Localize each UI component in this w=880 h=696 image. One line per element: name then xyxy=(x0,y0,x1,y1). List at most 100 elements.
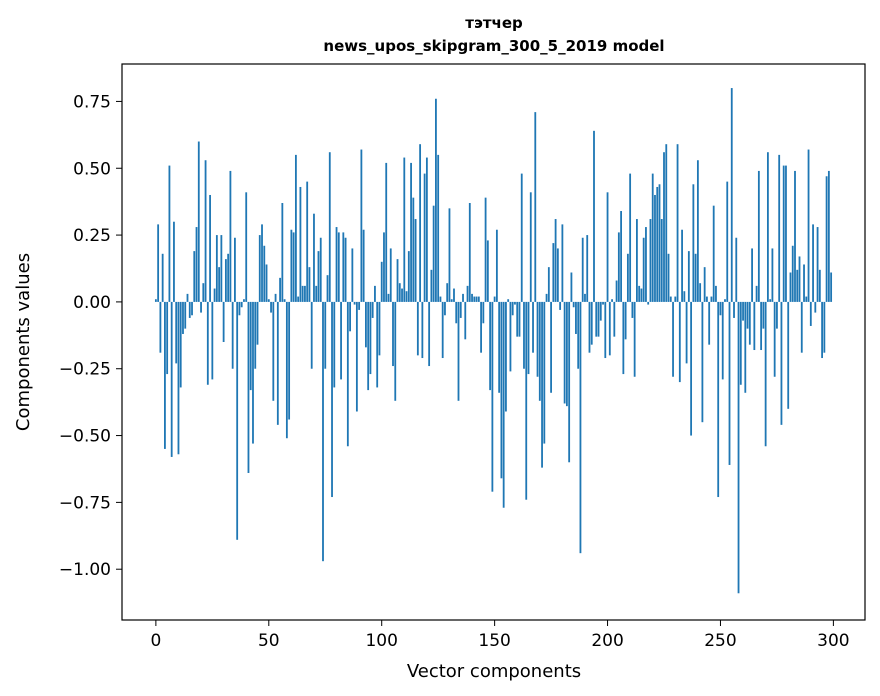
bar-49 xyxy=(265,264,268,302)
bar-28 xyxy=(218,267,221,302)
bar-201 xyxy=(608,301,611,356)
bar-26 xyxy=(213,288,216,302)
bar-241 xyxy=(699,283,702,302)
bar-126 xyxy=(439,296,442,302)
bar-114 xyxy=(412,197,415,302)
bar-64 xyxy=(299,186,302,302)
bar-172 xyxy=(543,301,546,444)
bar-17 xyxy=(193,251,196,302)
bar-278 xyxy=(782,165,785,302)
bar-62 xyxy=(294,154,297,302)
bar-39 xyxy=(243,299,245,302)
y-tick-label: −0.75 xyxy=(59,493,111,513)
bar-174 xyxy=(547,267,550,302)
bar-276 xyxy=(778,154,781,302)
bar-295 xyxy=(821,301,823,359)
bar-71 xyxy=(315,285,318,302)
bar-91 xyxy=(360,149,363,302)
bar-279 xyxy=(785,165,787,302)
bar-194 xyxy=(593,130,595,302)
bar-47 xyxy=(261,224,263,302)
y-tick-label: −0.25 xyxy=(59,360,111,380)
bar-217 xyxy=(645,227,647,302)
bar-248 xyxy=(715,285,717,302)
bar-5 xyxy=(166,301,169,375)
bar-185 xyxy=(572,301,575,308)
bar-204 xyxy=(615,280,618,302)
bar-141 xyxy=(473,296,476,302)
bar-45 xyxy=(256,301,259,345)
bar-135 xyxy=(459,301,462,318)
bar-34 xyxy=(231,301,234,369)
bar-168 xyxy=(534,112,537,302)
bar-243 xyxy=(703,267,706,302)
bar-6 xyxy=(168,165,171,302)
bar-145 xyxy=(482,301,485,324)
bar-266 xyxy=(755,285,758,302)
bar-35 xyxy=(234,237,236,302)
bar-150 xyxy=(493,296,496,302)
bar-42 xyxy=(249,301,252,391)
bar-173 xyxy=(545,293,548,302)
bar-138 xyxy=(466,285,469,302)
bar-125 xyxy=(437,154,440,302)
bar-294 xyxy=(818,269,821,302)
bar-100 xyxy=(380,261,383,302)
bar-74 xyxy=(322,301,324,562)
bar-84 xyxy=(344,237,347,302)
bar-119 xyxy=(423,173,426,302)
x-tick-label: 250 xyxy=(704,631,736,651)
bar-4 xyxy=(164,301,166,449)
bar-46 xyxy=(258,235,261,302)
bar-163 xyxy=(523,301,525,369)
bar-246 xyxy=(710,296,713,302)
bar-195 xyxy=(595,301,598,337)
bar-170 xyxy=(538,301,541,401)
bar-128 xyxy=(444,301,446,316)
bar-55 xyxy=(279,277,281,302)
bar-129 xyxy=(446,283,449,302)
bar-239 xyxy=(694,253,697,302)
bar-292 xyxy=(814,301,817,313)
bar-196 xyxy=(597,301,600,337)
bar-24 xyxy=(209,194,211,302)
bar-256 xyxy=(733,301,735,318)
bar-253 xyxy=(726,181,729,302)
bar-298 xyxy=(827,170,830,302)
bar-203 xyxy=(613,301,616,337)
bar-284 xyxy=(796,269,799,302)
bar-208 xyxy=(624,301,627,340)
bar-57 xyxy=(283,299,286,302)
bar-199 xyxy=(604,301,607,359)
bar-200 xyxy=(606,192,609,302)
bar-9 xyxy=(175,301,178,364)
bar-202 xyxy=(611,299,613,302)
bar-88 xyxy=(353,301,356,305)
bar-131 xyxy=(450,299,453,302)
bar-86 xyxy=(349,301,351,332)
bar-73 xyxy=(319,237,322,302)
bar-122 xyxy=(430,269,433,302)
bar-59 xyxy=(288,301,291,420)
bar-152 xyxy=(498,301,501,393)
bar-121 xyxy=(428,301,431,367)
bar-187 xyxy=(577,301,580,369)
bar-18 xyxy=(195,227,198,302)
bar-127 xyxy=(441,301,444,359)
bar-52 xyxy=(272,301,275,401)
bar-143 xyxy=(477,296,480,302)
y-tick-label: 0.25 xyxy=(73,226,111,246)
bar-198 xyxy=(602,301,604,305)
bar-277 xyxy=(780,301,783,425)
bar-282 xyxy=(791,245,794,302)
bar-31 xyxy=(224,259,227,302)
bar-14 xyxy=(186,293,189,302)
bar-44 xyxy=(254,301,257,369)
bars-group xyxy=(154,88,833,594)
bar-109 xyxy=(401,288,403,302)
bar-94 xyxy=(367,301,370,391)
bar-224 xyxy=(660,219,663,302)
bar-103 xyxy=(387,293,390,302)
bar-223 xyxy=(658,184,661,302)
bar-232 xyxy=(678,301,681,383)
